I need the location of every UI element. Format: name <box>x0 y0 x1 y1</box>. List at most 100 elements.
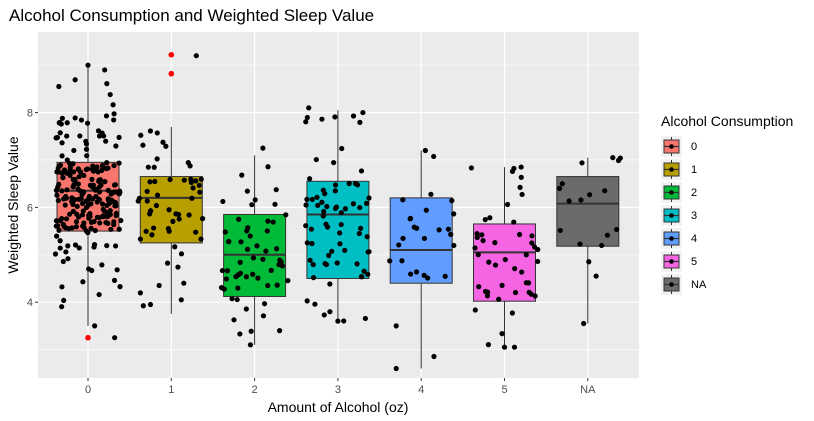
data-point <box>61 167 68 173</box>
data-point <box>484 293 491 299</box>
data-point <box>186 212 192 218</box>
data-point <box>557 227 563 234</box>
data-point <box>304 196 310 202</box>
data-point <box>96 184 103 190</box>
data-point <box>613 226 620 233</box>
data-point <box>189 195 195 201</box>
data-point <box>428 191 434 197</box>
data-point <box>65 256 71 262</box>
data-point <box>59 215 65 222</box>
data-point <box>234 296 240 303</box>
data-point <box>137 290 143 296</box>
data-point <box>337 230 343 236</box>
data-point <box>181 280 187 286</box>
data-point <box>421 235 428 242</box>
data-point <box>422 147 428 154</box>
data-point <box>237 331 243 337</box>
data-point <box>63 249 69 255</box>
legend-key-point <box>669 236 674 241</box>
data-point <box>70 176 76 183</box>
data-point <box>111 111 117 117</box>
data-point <box>442 273 448 279</box>
data-point <box>103 113 110 119</box>
data-point <box>358 168 365 174</box>
data-point <box>247 233 253 239</box>
x-tick-label: 2 <box>252 384 258 396</box>
legend-key-point <box>669 167 674 172</box>
data-point <box>70 161 76 167</box>
data-point <box>96 291 102 298</box>
data-point <box>277 257 283 263</box>
data-point <box>449 198 455 204</box>
data-point <box>272 201 278 207</box>
data-point <box>63 216 70 222</box>
data-point <box>337 241 343 247</box>
data-point <box>111 277 118 283</box>
data-point <box>265 282 271 289</box>
data-point <box>250 271 256 277</box>
data-point <box>492 262 499 268</box>
data-point <box>80 208 86 214</box>
data-point <box>64 187 70 193</box>
data-point <box>170 218 176 224</box>
data-point <box>421 272 427 278</box>
data-point <box>88 201 94 207</box>
data-point <box>363 200 370 206</box>
data-point <box>152 178 158 185</box>
data-point <box>517 184 523 190</box>
data-point <box>59 115 65 121</box>
data-point <box>250 255 257 261</box>
data-point <box>260 256 266 262</box>
data-point <box>244 246 251 252</box>
data-point <box>324 224 331 230</box>
data-point <box>147 179 153 185</box>
data-point <box>175 264 181 270</box>
data-point <box>499 282 505 288</box>
data-point <box>226 238 232 245</box>
data-point <box>364 234 370 240</box>
y-tick-label: 6 <box>27 202 33 214</box>
data-point <box>472 307 478 313</box>
data-point <box>393 323 399 329</box>
data-point <box>56 227 62 233</box>
data-point <box>84 153 90 159</box>
data-point <box>104 242 110 249</box>
data-point <box>519 269 525 275</box>
data-point <box>306 105 312 111</box>
data-point <box>93 166 99 172</box>
data-point <box>72 242 79 248</box>
data-point <box>354 261 360 267</box>
data-point <box>273 187 279 193</box>
data-point <box>329 248 335 254</box>
data-point <box>73 219 80 225</box>
data-point <box>220 198 226 205</box>
data-point <box>219 267 226 274</box>
legend-key-point <box>669 213 674 218</box>
data-point <box>160 139 166 145</box>
data-point <box>111 117 117 123</box>
data-point <box>99 201 106 207</box>
data-point <box>265 164 271 170</box>
data-point <box>59 188 65 194</box>
data-point <box>116 160 122 166</box>
data-point <box>54 192 60 198</box>
data-point <box>400 235 406 241</box>
data-point <box>559 181 565 187</box>
data-point <box>102 67 108 73</box>
data-point <box>104 160 110 166</box>
data-point <box>274 246 280 252</box>
data-point <box>431 153 437 160</box>
data-point <box>276 261 282 268</box>
data-point <box>178 251 185 257</box>
data-point <box>436 227 442 233</box>
data-point <box>579 160 585 166</box>
data-point <box>148 208 154 214</box>
data-point <box>138 132 144 138</box>
data-point <box>87 214 93 220</box>
data-point <box>526 289 532 295</box>
data-point <box>111 221 117 228</box>
data-point <box>423 207 429 213</box>
data-point <box>112 335 118 341</box>
data-point <box>356 230 362 237</box>
data-point <box>144 198 150 204</box>
